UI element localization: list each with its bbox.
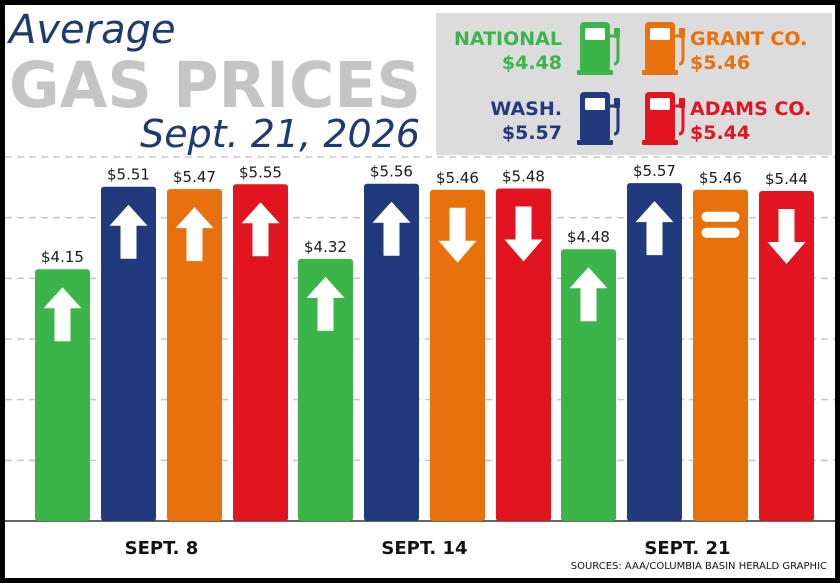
arrow-up-icon (372, 201, 411, 256)
legend-name: GRANT CO. (690, 28, 807, 50)
arrow-down-icon (767, 208, 806, 264)
value-label: $5.47 (173, 168, 216, 186)
gas-price-chart: $4.15 $5.51 $5.47 $5.55 $4.32 $5.56 $5.46 $5.48… (5, 5, 835, 572)
value-label: $4.48 (567, 228, 610, 246)
arrow-up-icon (43, 287, 82, 342)
arrow-up-icon (175, 207, 214, 262)
legend-name: NATIONAL (454, 28, 562, 50)
value-labels: $4.15 $5.51 $5.47 $5.55 $4.32 $5.56 $5.46 $5.48… (41, 162, 808, 266)
category-label: SEPT. 8 (125, 538, 199, 559)
value-label: $5.46 (436, 169, 479, 187)
legend-item-national: NATIONAL$4.48 (454, 22, 620, 75)
bar-wash (101, 186, 156, 521)
gas-pump-icon (577, 22, 620, 75)
source-note: SOURCES: AAA/COLUMBIA BASIN HERALD GRAPH… (571, 561, 827, 572)
value-label: $5.55 (239, 163, 282, 181)
bar-national (35, 269, 90, 521)
legend: NATIONAL$4.48 GRANT CO.$5.46 WASH.$5.57 ADA… (436, 13, 832, 155)
title-line2: GAS PRICES (9, 49, 421, 122)
arrow-up-icon (306, 276, 345, 331)
bars (35, 183, 814, 522)
date-subtitle: Sept. 21, 2026 (140, 112, 420, 156)
value-label: $5.51 (107, 166, 150, 184)
gas-pump-icon (577, 92, 620, 145)
title-background (5, 5, 430, 155)
bar-grant (167, 189, 222, 522)
value-label: $4.32 (304, 238, 347, 256)
legend-value: $4.48 (502, 52, 562, 74)
legend-name: ADAMS CO. (690, 98, 811, 120)
category-label: SEPT. 21 (644, 538, 730, 559)
value-label: $5.48 (502, 168, 545, 186)
equal-icon (701, 211, 740, 238)
arrow-down-icon (504, 206, 543, 262)
value-label: $5.56 (370, 163, 413, 181)
bar-adams (759, 190, 814, 521)
bar-grant (430, 189, 485, 521)
arrow-down-icon (438, 207, 477, 263)
bar-national (298, 258, 353, 521)
legend-background (436, 13, 832, 155)
bar-wash (627, 183, 682, 521)
legend-value: $5.44 (690, 122, 750, 144)
bar-national (561, 249, 616, 522)
legend-value: $5.57 (502, 122, 562, 144)
gas-pump-icon (642, 22, 685, 75)
chart-panel: $4.15 $5.51 $5.47 $5.55 $4.32 $5.56 $5.46 $5.48… (5, 5, 835, 578)
category-labels: SEPT. 8 SEPT. 14 SEPT. 21 (125, 538, 731, 559)
value-label: $5.57 (633, 162, 676, 180)
legend-item-adams: ADAMS CO.$5.44 (642, 92, 811, 145)
arrow-up-icon (241, 202, 280, 257)
legend-item-wash: WASH.$5.57 (490, 92, 620, 145)
arrow-up-icon (635, 201, 674, 256)
legend-value: $5.46 (690, 52, 750, 74)
legend-item-grant: GRANT CO.$5.46 (642, 22, 807, 75)
bar-adams (496, 188, 551, 521)
value-label: $5.44 (765, 170, 808, 188)
bar-grant (693, 189, 748, 521)
title-line1: Average (6, 7, 176, 53)
value-label: $5.46 (699, 169, 742, 187)
category-label: SEPT. 14 (381, 538, 467, 559)
value-label: $4.15 (41, 248, 84, 266)
arrow-up-icon (569, 267, 608, 322)
arrow-up-icon (109, 204, 148, 259)
bar-adams (233, 184, 288, 522)
bar-wash (364, 183, 419, 521)
gas-pump-icon (642, 92, 685, 145)
legend-name: WASH. (490, 98, 562, 120)
